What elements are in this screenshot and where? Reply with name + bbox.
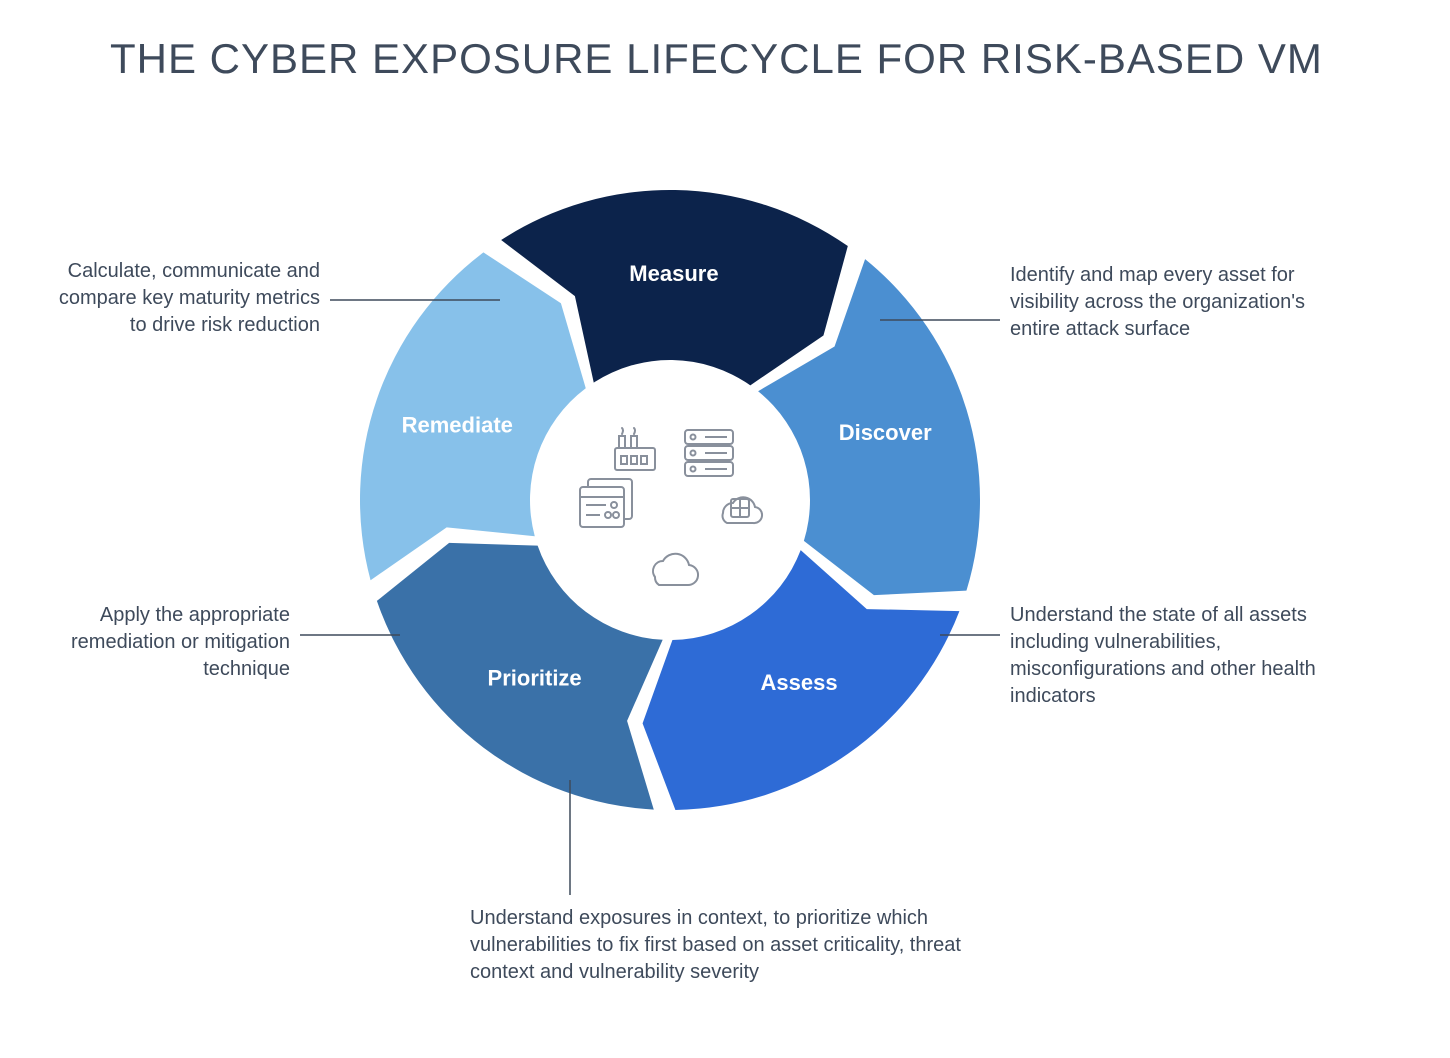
segment-label-discover: Discover (839, 420, 932, 445)
factory-icon (615, 428, 655, 470)
segment-label-measure: Measure (629, 261, 718, 286)
cloud-icon (653, 554, 698, 585)
page-root: THE CYBER EXPOSURE LIFECYCLE FOR RISK-BA… (0, 0, 1450, 1058)
center-icons (580, 428, 762, 585)
callout-measure: Calculate, communicate and compare key m… (40, 258, 320, 339)
callout-assess: Understand the state of all assets inclu… (1010, 602, 1350, 710)
browser-stack-icon (580, 479, 632, 527)
callout-remediate: Apply the appropriate remediation or mit… (40, 602, 290, 683)
hybrid-cloud-icon (722, 497, 762, 523)
callout-prioritize: Understand exposures in context, to prio… (470, 905, 1010, 986)
callout-discover: Identify and map every asset for visibil… (1010, 262, 1320, 343)
segment-label-prioritize: Prioritize (488, 666, 582, 691)
server-rack-icon (685, 430, 733, 476)
segment-label-remediate: Remediate (402, 413, 513, 438)
lifecycle-donut-diagram: Measure Discover Assess Prioritize Remediate (320, 150, 1020, 850)
main-title: THE CYBER EXPOSURE LIFECYCLE FOR RISK-BA… (110, 35, 1410, 83)
cycle-segments: Measure Discover Assess Prioritize Remediate (360, 190, 980, 810)
segment-label-assess: Assess (761, 670, 838, 695)
